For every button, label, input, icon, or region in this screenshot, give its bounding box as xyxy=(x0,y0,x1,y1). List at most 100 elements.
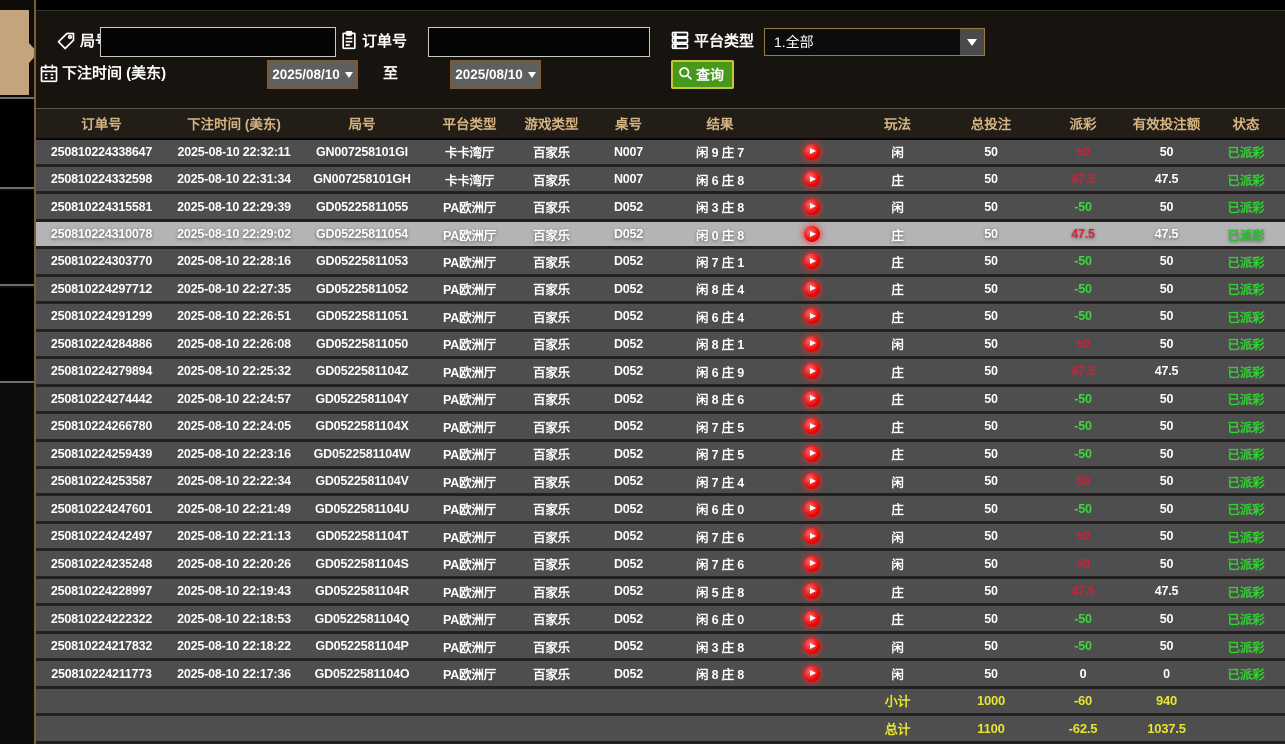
cell-order: 250810224266780 xyxy=(36,412,167,442)
cell-result: 闲 6 庄 0 xyxy=(670,604,770,634)
cell-table-no: D052 xyxy=(587,467,670,497)
table-row[interactable]: 250810224310078 2025-08-10 22:29:02 GD0522… xyxy=(36,220,1285,250)
play-video-icon[interactable] xyxy=(803,390,820,407)
cell-valid-bet: 50 xyxy=(1126,302,1207,332)
cell-status: 已派彩 xyxy=(1207,522,1285,552)
game-no-input[interactable] xyxy=(100,27,336,57)
table-row[interactable]: 250810224297712 2025-08-10 22:27:35 GD0522… xyxy=(36,275,1285,305)
cell-platform: PA欧洲厅 xyxy=(423,577,516,607)
date-to-select[interactable]: 2025/08/10 xyxy=(450,60,541,89)
play-video-icon[interactable] xyxy=(803,363,820,380)
query-button[interactable]: 查询 xyxy=(671,60,734,89)
date-from-select[interactable]: 2025/08/10 xyxy=(267,60,358,89)
cell-total-bet: 50 xyxy=(942,522,1040,552)
table-row[interactable]: 250810224284886 2025-08-10 22:26:08 GD0522… xyxy=(36,330,1285,360)
cell-platform: PA欧洲厅 xyxy=(423,440,516,470)
cell-time: 2025-08-10 22:18:53 xyxy=(167,604,301,634)
platform-type-select[interactable]: 1.全部 xyxy=(764,28,985,56)
play-video-icon[interactable] xyxy=(803,528,820,545)
play-video-icon[interactable] xyxy=(803,583,820,600)
cell-status: 已派彩 xyxy=(1207,330,1285,360)
cell-time: 2025-08-10 22:32:11 xyxy=(167,138,301,167)
play-video-icon[interactable] xyxy=(803,610,820,627)
bet-time-label: 下注时间 (美东) xyxy=(62,65,167,82)
table-row[interactable]: 250810224291299 2025-08-10 22:26:51 GD0522… xyxy=(36,302,1285,332)
cell-table-no: N007 xyxy=(587,165,670,195)
cell-replay xyxy=(770,357,853,387)
sidebar-item[interactable] xyxy=(0,97,34,189)
play-video-icon[interactable] xyxy=(803,500,820,517)
order-no-label: 订单号 xyxy=(362,33,408,50)
table-row[interactable]: 250810224217832 2025-08-10 22:18:22 GD0522… xyxy=(36,632,1285,662)
play-video-icon[interactable] xyxy=(803,638,820,655)
table-row[interactable]: 250810224338647 2025-08-10 22:32:11 GN0072… xyxy=(36,138,1285,167)
cell-status: 已派彩 xyxy=(1207,275,1285,305)
table-row[interactable]: 250810224211773 2025-08-10 22:17:36 GD0522… xyxy=(36,659,1285,689)
table-row[interactable]: 250810224253587 2025-08-10 22:22:34 GD0522… xyxy=(36,467,1285,497)
date-from-value: 2025/08/10 xyxy=(272,67,340,82)
cell-play: 闲 xyxy=(853,330,942,360)
cell-time: 2025-08-10 22:24:05 xyxy=(167,412,301,442)
cell-replay xyxy=(770,440,853,470)
sidebar-item[interactable] xyxy=(0,288,34,383)
summary-total-bet: 1000 xyxy=(942,687,1040,717)
cell-game-type: 百家乐 xyxy=(516,138,587,167)
table-row[interactable]: 250810224235248 2025-08-10 22:20:26 GD0522… xyxy=(36,549,1285,579)
play-video-icon[interactable] xyxy=(803,665,820,682)
table-row[interactable]: 250810224303770 2025-08-10 22:28:16 GD0522… xyxy=(36,247,1285,277)
play-video-icon[interactable] xyxy=(803,473,820,490)
column-header: 平台类型 xyxy=(423,108,516,140)
cell-valid-bet: 50 xyxy=(1126,275,1207,305)
sidebar-item[interactable] xyxy=(0,191,34,286)
cell-platform: PA欧洲厅 xyxy=(423,467,516,497)
cell-platform: PA欧洲厅 xyxy=(423,549,516,579)
play-video-icon[interactable] xyxy=(803,226,820,243)
cell-table-no: D052 xyxy=(587,412,670,442)
cell-result: 闲 7 庄 6 xyxy=(670,522,770,552)
table-row[interactable]: 250810224266780 2025-08-10 22:24:05 GD0522… xyxy=(36,412,1285,442)
play-video-icon[interactable] xyxy=(803,143,820,160)
cell-order: 250810224228997 xyxy=(36,577,167,607)
play-video-icon[interactable] xyxy=(803,308,820,325)
play-video-icon[interactable] xyxy=(803,445,820,462)
cell-play: 闲 xyxy=(853,138,942,167)
table-row[interactable]: 250810224228997 2025-08-10 22:19:43 GD0522… xyxy=(36,577,1285,607)
cell-platform: PA欧洲厅 xyxy=(423,220,516,250)
cell-table-no: D052 xyxy=(587,385,670,415)
play-video-icon[interactable] xyxy=(803,280,820,297)
summary-payout: -62.5 xyxy=(1040,714,1126,744)
order-no-input[interactable] xyxy=(428,27,650,57)
cell-payout: -50 xyxy=(1040,604,1126,634)
cell-order: 250810224247601 xyxy=(36,494,167,524)
summary-label: 小计 xyxy=(853,687,942,717)
cell-game-no: GD0522581104R xyxy=(301,577,423,607)
play-video-icon[interactable] xyxy=(803,555,820,572)
table-row[interactable]: 250810224315581 2025-08-10 22:29:39 GD0522… xyxy=(36,192,1285,222)
cell-order: 250810224315581 xyxy=(36,192,167,222)
table-row[interactable]: 250810224247601 2025-08-10 22:21:49 GD0522… xyxy=(36,494,1285,524)
table-row[interactable]: 250810224222322 2025-08-10 22:18:53 GD0522… xyxy=(36,604,1285,634)
cell-total-bet: 50 xyxy=(942,302,1040,332)
cell-table-no: D052 xyxy=(587,549,670,579)
chevron-down-icon[interactable] xyxy=(960,29,984,55)
cell-payout: 0 xyxy=(1040,659,1126,689)
cell-platform: PA欧洲厅 xyxy=(423,302,516,332)
cell-game-type: 百家乐 xyxy=(516,522,587,552)
cell-play: 庄 xyxy=(853,494,942,524)
play-video-icon[interactable] xyxy=(803,418,820,435)
play-video-icon[interactable] xyxy=(803,335,820,352)
play-video-icon[interactable] xyxy=(803,171,820,188)
play-video-icon[interactable] xyxy=(803,253,820,270)
table-row[interactable]: 250810224242497 2025-08-10 22:21:13 GD0522… xyxy=(36,522,1285,552)
cell-total-bet: 50 xyxy=(942,385,1040,415)
table-row[interactable]: 250810224332598 2025-08-10 22:31:34 GN0072… xyxy=(36,165,1285,195)
summary-status-empty xyxy=(1207,714,1285,744)
sidebar-item-active[interactable] xyxy=(0,10,38,95)
table-row[interactable]: 250810224274442 2025-08-10 22:24:57 GD0522… xyxy=(36,385,1285,415)
table-row[interactable]: 250810224259439 2025-08-10 22:23:16 GD0522… xyxy=(36,440,1285,470)
cell-platform: PA欧洲厅 xyxy=(423,385,516,415)
play-video-icon[interactable] xyxy=(803,198,820,215)
cell-result: 闲 8 庄 8 xyxy=(670,659,770,689)
table-row[interactable]: 250810224279894 2025-08-10 22:25:32 GD0522… xyxy=(36,357,1285,387)
subtotal-row: 小计 1000 -60 940 xyxy=(36,687,1285,717)
